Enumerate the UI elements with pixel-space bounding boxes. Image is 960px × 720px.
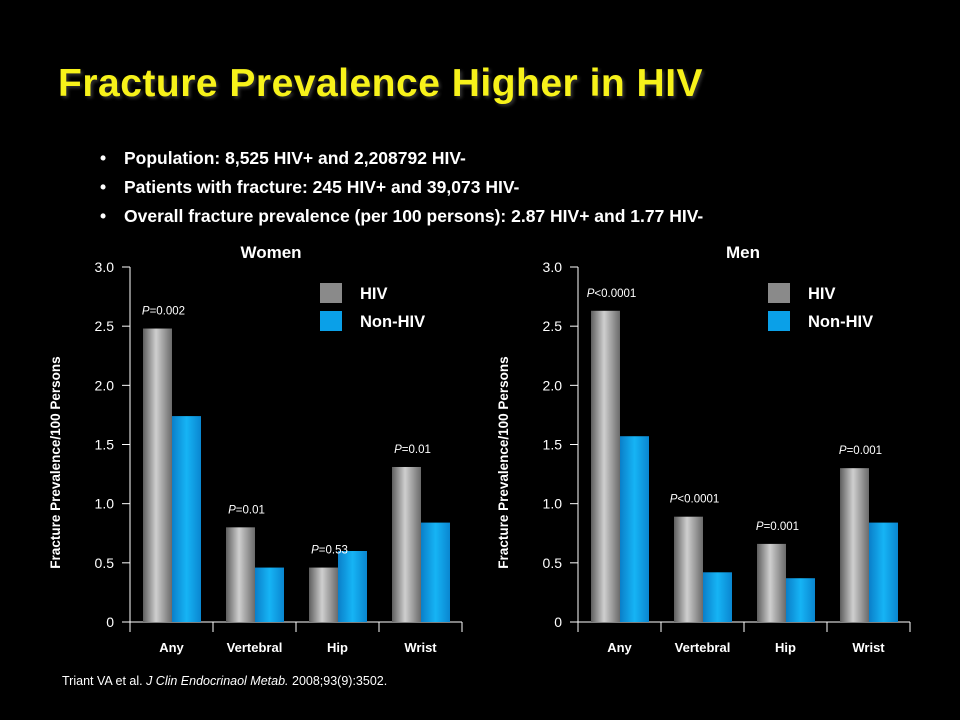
bar-hiv	[226, 527, 255, 622]
bar-hiv	[309, 567, 338, 622]
y-tick-label: 2.0	[95, 377, 115, 393]
y-tick-label: 1.0	[543, 496, 563, 512]
y-tick-label: 1.0	[95, 496, 115, 512]
bar-hiv	[143, 328, 172, 622]
bar-hiv	[591, 310, 620, 622]
bullet-item: • Population: 8,525 HIV+ and 2,208792 HIV…	[100, 148, 466, 168]
bar-hiv	[674, 516, 703, 622]
bar-non-hiv	[869, 522, 898, 622]
p-value-label: P=0.001	[756, 521, 799, 533]
chart-title: Men	[726, 243, 760, 262]
x-category-label: Hip	[327, 640, 348, 655]
legend-label: HIV	[360, 285, 388, 303]
y-tick-label: 2.5	[95, 318, 115, 334]
bar-non-hiv	[620, 436, 649, 622]
x-category-label: Wrist	[404, 640, 437, 655]
p-value-label: P<0.0001	[670, 494, 720, 506]
legend-label: Non-HIV	[360, 313, 425, 331]
p-value-label: P=0.01	[394, 444, 431, 456]
bar-non-hiv	[786, 578, 815, 622]
citation-authors: Triant VA et al.	[62, 674, 147, 688]
p-value-label: P=0.001	[839, 445, 882, 457]
slide-title: Fracture Prevalence Higher in HIV	[58, 62, 704, 105]
bullet-list: • Population: 8,525 HIV+ and 2,208792 HIV…	[100, 144, 703, 231]
bar-hiv	[392, 466, 421, 622]
bullet-item: • Overall fracture prevalence (per 100 pe…	[100, 206, 704, 226]
bar-non-hiv	[421, 522, 450, 622]
x-category-label: Wrist	[852, 640, 885, 655]
citation: Triant VA et al. J Clin Endocrinaol Meta…	[62, 674, 387, 688]
p-value-label: P=0.01	[228, 504, 265, 516]
bullet-text: Patients with fracture: 245 HIV+ and 39,…	[124, 177, 520, 197]
y-tick-label: 3.0	[543, 259, 563, 275]
legend-swatch	[768, 311, 790, 331]
y-axis-label: Fracture Prevalence/100 Persons	[48, 356, 63, 568]
y-axis-label: Fracture Prevalence/100 Persons	[496, 356, 511, 568]
bullet-text: Overall fracture prevalence (per 100 per…	[124, 206, 704, 226]
y-tick-label: 2.5	[543, 318, 563, 334]
x-category-label: Any	[607, 640, 632, 655]
bullet-text: Population: 8,525 HIV+ and 2,208792 HIV-	[124, 148, 466, 168]
legend-swatch	[768, 283, 790, 303]
bar-non-hiv	[703, 572, 732, 622]
citation-journal: J Clin Endocrinaol Metab.	[146, 674, 289, 688]
y-tick-label: 3.0	[95, 259, 115, 275]
x-category-label: Hip	[775, 640, 796, 655]
y-tick-label: 0.5	[543, 555, 563, 571]
p-value-label: P=0.53	[311, 545, 348, 557]
citation-details: 2008;93(9):3502.	[288, 674, 388, 688]
x-category-label: Any	[159, 640, 184, 655]
legend-label: HIV	[808, 285, 836, 303]
legend-label: Non-HIV	[808, 313, 873, 331]
y-tick-label: 0.5	[95, 555, 115, 571]
chart-title: Women	[240, 243, 301, 262]
bar-hiv	[840, 468, 869, 622]
x-category-label: Vertebral	[227, 640, 283, 655]
y-tick-label: 2.0	[543, 377, 563, 393]
p-value-label: P<0.0001	[587, 288, 637, 300]
bar-non-hiv	[172, 416, 201, 622]
legend-swatch	[320, 283, 342, 303]
p-value-label: P=0.002	[142, 306, 185, 318]
x-category-label: Vertebral	[675, 640, 731, 655]
bullet-item: • Patients with fracture: 245 HIV+ and 39…	[100, 177, 520, 197]
y-tick-label: 0	[106, 614, 114, 630]
y-tick-label: 1.5	[95, 437, 115, 453]
bar-non-hiv	[338, 551, 367, 622]
y-tick-label: 1.5	[543, 437, 563, 453]
bar-hiv	[757, 543, 786, 622]
bar-non-hiv	[255, 567, 284, 622]
legend-swatch	[320, 311, 342, 331]
y-tick-label: 0	[554, 614, 562, 630]
